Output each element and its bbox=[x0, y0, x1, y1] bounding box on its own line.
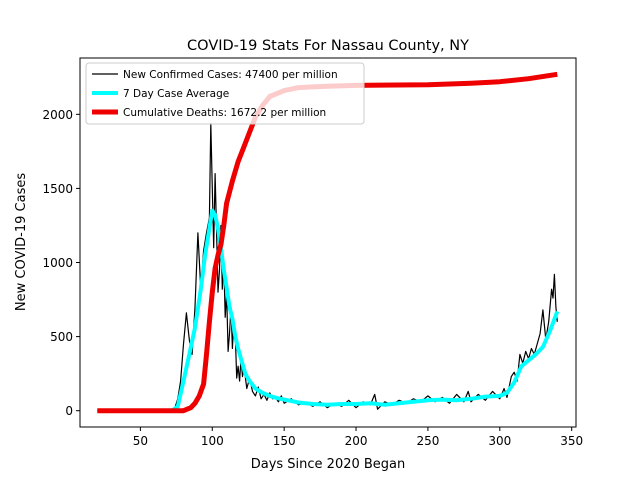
x-axis-label: Days Since 2020 Began bbox=[251, 457, 406, 472]
legend-label: Cumulative Deaths: 1672.2 per million bbox=[123, 107, 326, 119]
y-tick-label: 0 bbox=[65, 404, 73, 418]
x-tick-label: 250 bbox=[416, 434, 439, 448]
legend: New Confirmed Cases: 47400 per million 7 … bbox=[85, 62, 365, 125]
series-line-2 bbox=[170, 208, 560, 413]
legend-label: 7 Day Case Average bbox=[123, 88, 229, 100]
chart-title: COVID-19 Stats For Nassau County, NY bbox=[187, 38, 469, 54]
plot-frame bbox=[79, 57, 577, 428]
y-tick-label: 1000 bbox=[42, 256, 73, 270]
x-tick-label: 200 bbox=[345, 434, 368, 448]
y-tick-label: 500 bbox=[50, 330, 73, 344]
y-axis: 0 500 1000 1500 2000 bbox=[42, 108, 80, 418]
x-tick-label: 150 bbox=[273, 434, 296, 448]
x-axis: 50 100 150 200 250 300 350 bbox=[133, 427, 583, 448]
x-tick-label: 350 bbox=[560, 434, 583, 448]
x-tick-label: 300 bbox=[488, 434, 511, 448]
x-tick-label: 50 bbox=[133, 434, 148, 448]
legend-box bbox=[85, 62, 365, 125]
x-tick-label: 100 bbox=[201, 434, 224, 448]
y-tick-label: 2000 bbox=[42, 108, 73, 122]
y-tick-label: 1500 bbox=[42, 182, 73, 196]
y-axis-label: New COVID-19 Cases bbox=[14, 173, 29, 311]
legend-label: New Confirmed Cases: 47400 per million bbox=[123, 69, 338, 81]
